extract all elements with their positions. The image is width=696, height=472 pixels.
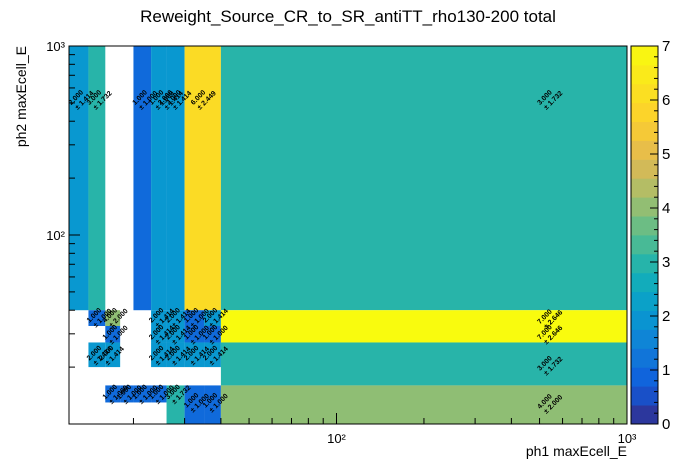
color-scale-band (631, 386, 658, 406)
y-tick-label: 10² (46, 228, 65, 243)
axes: 10² 10³ 10² 10³ (46, 39, 637, 446)
heatmap-cell (166, 385, 185, 424)
heatmap-cell (220, 310, 627, 343)
color-scale-band (631, 64, 658, 85)
color-scale-band (631, 121, 658, 141)
heatmap-cell (88, 342, 106, 368)
color-scale-band (631, 178, 658, 198)
x-tick-label: 10³ (618, 431, 637, 446)
heatmap-cell (204, 342, 221, 368)
color-scale-band (631, 348, 658, 368)
color-scale-band (631, 46, 658, 66)
heatmap-cell (105, 310, 121, 326)
color-scale-band (631, 272, 658, 293)
z-tick-label: 6 (662, 92, 670, 109)
color-scale-band (631, 197, 658, 217)
color-scale-band (631, 329, 658, 349)
heatmap-cell (151, 326, 167, 343)
heatmap-cell (204, 326, 221, 343)
heatmap-cell (220, 46, 627, 311)
z-tick-label: 5 (662, 146, 670, 163)
color-scale-band (631, 102, 658, 122)
heatmap-cell (184, 385, 205, 424)
heatmap-cells (69, 46, 627, 424)
color-scale-band (631, 310, 658, 330)
y-tick-label: 10³ (46, 39, 65, 54)
z-tick-label: 7 (662, 38, 670, 55)
x-tick-label: 10² (327, 431, 346, 446)
heatmap-cell (204, 310, 221, 326)
heatmap-cell (105, 326, 121, 343)
heatmap-cell (166, 342, 185, 368)
heatmap-cell (151, 342, 167, 368)
color-scale-band (631, 367, 658, 387)
heatmap-cell (166, 326, 185, 343)
heatmap-cell (88, 46, 106, 311)
z-tick-label: 0 (662, 416, 670, 433)
z-tick-label: 4 (662, 200, 670, 217)
color-scale-band (631, 83, 658, 104)
heatmap-cell (184, 46, 221, 311)
heatmap-cell (151, 385, 167, 403)
z-tick-label: 3 (662, 254, 670, 271)
color-scale-band (631, 235, 658, 255)
heatmap-cell (105, 385, 121, 403)
heatmap-cell (166, 46, 185, 311)
chart-title: Reweight_Source_CR_to_SR_antiTT_rho130-2… (140, 7, 556, 26)
heatmap-cell (166, 310, 185, 326)
y-axis-label: ph2 maxEcell_E (13, 46, 29, 147)
color-scale-band (631, 140, 658, 160)
heatmap-cell (151, 46, 167, 311)
heatmap-cell (204, 385, 221, 424)
heatmap-cell (133, 385, 152, 403)
heatmap-cell (184, 342, 205, 368)
color-scale-band (631, 291, 658, 311)
heatmap-cell (120, 385, 134, 403)
heatmap-cell (69, 46, 89, 311)
z-tick-label: 1 (662, 362, 670, 379)
color-scale-frame (630, 45, 659, 425)
color-scale-band (631, 216, 658, 236)
color-scale-band (631, 405, 658, 425)
heatmap-cell (133, 46, 152, 311)
heatmap-cell (88, 310, 106, 326)
x-axis-label: ph1 maxEcell_E (526, 443, 627, 459)
heatmap-cell (105, 342, 121, 368)
heatmap-cell (151, 310, 167, 326)
heatmap-cell (184, 326, 205, 343)
color-scale-band (631, 253, 658, 274)
heatmap-cell (184, 310, 205, 326)
heatmap-cell (220, 342, 627, 386)
z-tick-label: 2 (662, 308, 670, 325)
color-scale: 0 1 2 3 4 5 6 7 (630, 38, 670, 433)
heatmap-cell (220, 385, 627, 424)
color-scale-band (631, 159, 658, 179)
